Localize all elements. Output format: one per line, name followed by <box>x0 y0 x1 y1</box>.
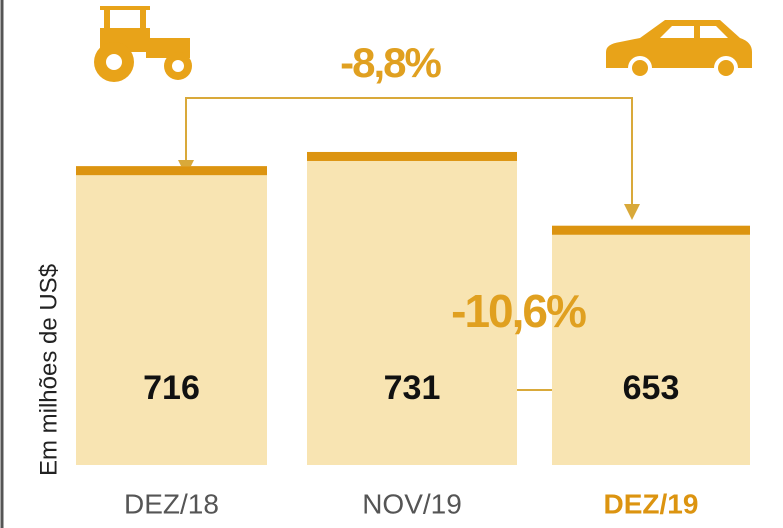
tractor-icon <box>94 6 192 82</box>
bar <box>552 225 750 465</box>
bracket-arrow <box>185 97 633 206</box>
annotation: -8,8% <box>340 39 441 86</box>
x-tick-label: NOV/19 <box>362 488 462 519</box>
arrow-head <box>624 204 640 220</box>
bar-cap <box>552 225 750 235</box>
bar-cap <box>307 151 517 161</box>
value-label: 716 <box>143 369 200 407</box>
bar <box>76 166 267 465</box>
value-label: 731 <box>384 369 441 407</box>
value-label: 653 <box>623 369 680 407</box>
car-icon <box>606 20 752 80</box>
annotation: -10,6% <box>451 285 586 337</box>
x-tick-label: DEZ/19 <box>604 488 699 519</box>
bar <box>307 151 517 465</box>
y-axis-label: Em milhões de US$ <box>35 264 62 476</box>
bar-cap <box>76 166 267 176</box>
x-tick-label: DEZ/18 <box>124 488 219 519</box>
